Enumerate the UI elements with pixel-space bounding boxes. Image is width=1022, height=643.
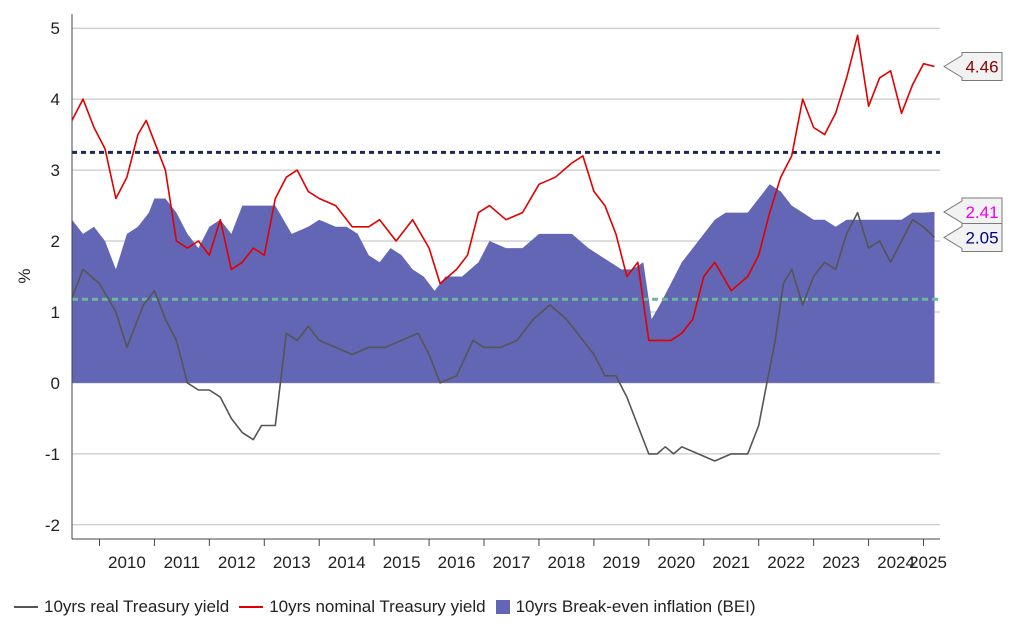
y-tick-label: 0 bbox=[51, 374, 60, 393]
legend-label-real-yield: 10yrs real Treasury yield bbox=[44, 597, 230, 616]
x-tick-label: 2013 bbox=[273, 553, 311, 572]
y-tick-label: 4 bbox=[51, 90, 60, 109]
legend-swatch-real-yield bbox=[14, 606, 38, 608]
x-tick-label: 2023 bbox=[822, 553, 860, 572]
legend-item-nominal-yield: 10yrs nominal Treasury yield bbox=[239, 597, 486, 617]
x-tick-label: 2016 bbox=[438, 553, 476, 572]
y-tick-label: 2 bbox=[51, 232, 60, 251]
reference-lines bbox=[72, 150, 940, 301]
y-tick-label: -2 bbox=[45, 516, 60, 535]
legend-label-bei: 10yrs Break-even inflation (BEI) bbox=[515, 597, 756, 616]
legend-swatch-bei bbox=[495, 600, 510, 614]
series-line-nominal-yield bbox=[71, 34, 935, 342]
callout-value: 2.05 bbox=[965, 228, 998, 247]
x-tick-label: 2012 bbox=[218, 553, 256, 572]
y-axis-label: % bbox=[15, 268, 34, 283]
y-tick-label: -1 bbox=[45, 445, 60, 464]
callout-box bbox=[943, 222, 1003, 252]
x-tick-label: 2017 bbox=[493, 553, 531, 572]
legend-item-real-yield: 10yrs real Treasury yield bbox=[14, 597, 229, 617]
x-tick-label: 2011 bbox=[164, 553, 201, 572]
y-tick-label: 1 bbox=[51, 303, 60, 322]
y-tick-labels: -2 -1 0 1 2 3 4 5 bbox=[45, 19, 60, 535]
callout-value: 2.41 bbox=[965, 203, 998, 222]
y-tick-label: 5 bbox=[51, 19, 60, 38]
callout-box bbox=[943, 52, 1003, 81]
bei-area-layer bbox=[72, 184, 935, 383]
series-lines bbox=[71, 34, 936, 462]
x-tick-label: 2015 bbox=[383, 553, 421, 572]
y-tick-label: 3 bbox=[51, 161, 60, 180]
x-tick-label: 2025 bbox=[909, 553, 947, 572]
x-tick-label: 2019 bbox=[602, 553, 640, 572]
legend-swatch-nominal-yield bbox=[239, 606, 264, 608]
x-tick-label: 2022 bbox=[767, 553, 805, 572]
legend-label-nominal-yield: 10yrs nominal Treasury yield bbox=[269, 597, 486, 616]
legend: 10yrs real Treasury yield 10yrs nominal … bbox=[14, 594, 756, 620]
callout-value: 4.46 bbox=[965, 58, 998, 77]
x-tick-label: 2014 bbox=[328, 553, 366, 572]
series-area-bei bbox=[72, 184, 935, 383]
x-tick-labels: 2010 2011 2012 2013 2014 2015 2016 2017 2018 2019… bbox=[108, 553, 947, 572]
x-tick-label: 2010 bbox=[108, 553, 146, 572]
legend-item-bei: 10yrs Break-even inflation (BEI) bbox=[495, 597, 756, 617]
x-tick-label: 2020 bbox=[657, 553, 695, 572]
series-line-real-yield bbox=[71, 211, 936, 462]
x-tick-label: 2021 bbox=[712, 553, 750, 572]
value-callouts: 4.46 2.41 2.05 bbox=[943, 52, 1003, 252]
axes bbox=[71, 14, 940, 546]
x-tick-label: 2018 bbox=[548, 553, 586, 572]
x-tick-label: 2024 bbox=[877, 553, 915, 572]
